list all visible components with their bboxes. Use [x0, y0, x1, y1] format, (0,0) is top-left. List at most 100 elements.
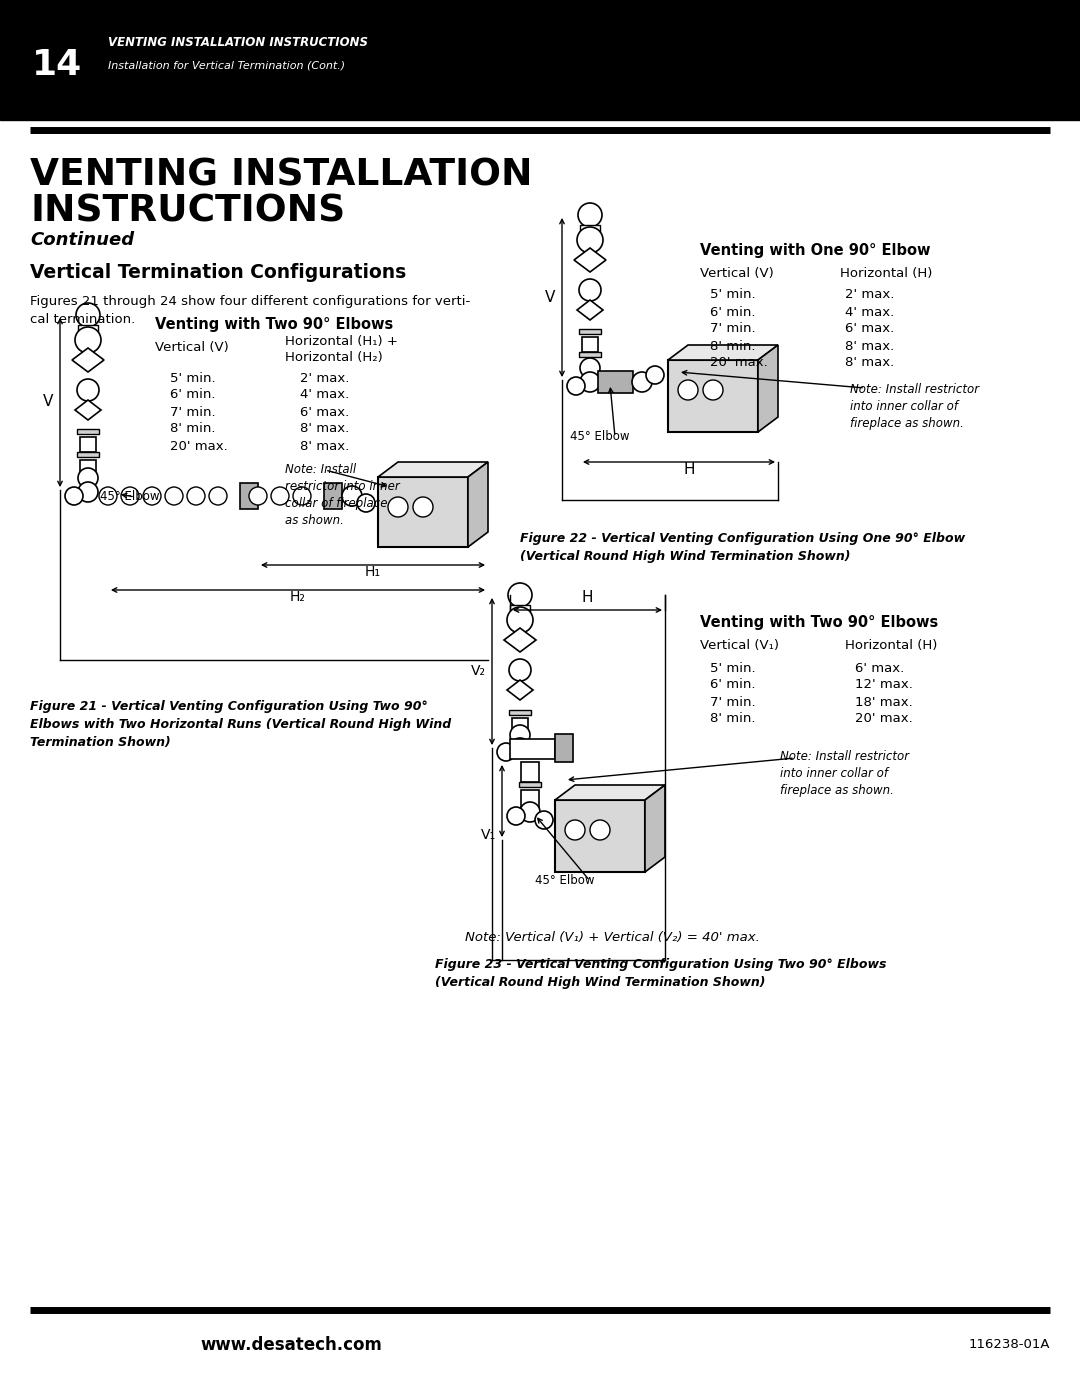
Bar: [378, 476, 468, 548]
Circle shape: [413, 497, 433, 517]
Bar: [240, 483, 258, 509]
Circle shape: [187, 488, 205, 504]
Text: 8' max.: 8' max.: [845, 356, 894, 369]
Text: Figure 22 - Vertical Venting Configuration Using One 90° Elbow
(Vertical Round H: Figure 22 - Vertical Venting Configurati…: [519, 532, 966, 563]
Text: 7' min.: 7' min.: [170, 405, 216, 419]
Text: 116238-01A: 116238-01A: [969, 1338, 1050, 1351]
Circle shape: [75, 327, 102, 353]
Circle shape: [590, 820, 610, 840]
Circle shape: [165, 488, 183, 504]
Circle shape: [580, 358, 600, 379]
Text: Note: Install restrictor
into inner collar of
fireplace as shown.: Note: Install restrictor into inner coll…: [850, 383, 980, 430]
Bar: [669, 360, 758, 432]
Text: 6' max.: 6' max.: [855, 662, 904, 675]
Text: 18' max.: 18' max.: [855, 696, 913, 708]
Circle shape: [509, 659, 531, 680]
Bar: [77, 453, 99, 457]
Bar: [521, 761, 539, 782]
Text: 5' min.: 5' min.: [710, 662, 756, 675]
Text: 45° Elbow: 45° Elbow: [100, 490, 160, 503]
Polygon shape: [645, 785, 665, 872]
Bar: [510, 739, 555, 759]
Bar: [324, 483, 342, 509]
Circle shape: [271, 488, 289, 504]
Text: Venting with One 90° Elbow: Venting with One 90° Elbow: [700, 243, 931, 257]
Bar: [579, 330, 600, 334]
Text: V₂: V₂: [471, 664, 486, 678]
Text: Note: Install
restrictor into inner
collar of fireplace
as shown.: Note: Install restrictor into inner coll…: [285, 462, 400, 527]
Text: 8' max.: 8' max.: [845, 339, 894, 352]
Polygon shape: [577, 300, 603, 320]
Polygon shape: [378, 462, 488, 476]
Polygon shape: [507, 680, 534, 700]
Circle shape: [78, 482, 98, 502]
Text: VENTING INSTALLATION: VENTING INSTALLATION: [30, 156, 532, 193]
Text: 6' min.: 6' min.: [170, 388, 216, 401]
Text: 8' min.: 8' min.: [710, 712, 756, 725]
Bar: [77, 429, 99, 434]
Text: 4' max.: 4' max.: [300, 388, 349, 401]
Bar: [80, 437, 96, 453]
Text: V: V: [544, 289, 555, 305]
Bar: [80, 460, 96, 475]
Circle shape: [632, 372, 652, 393]
Circle shape: [519, 802, 540, 821]
Text: 7' min.: 7' min.: [710, 323, 756, 335]
Bar: [509, 710, 531, 715]
Text: Figure 23 - Vertical Venting Configuration Using Two 90° Elbows
(Vertical Round : Figure 23 - Vertical Venting Configurati…: [435, 958, 887, 989]
Text: 4' max.: 4' max.: [845, 306, 894, 319]
Circle shape: [249, 488, 267, 504]
Circle shape: [78, 468, 98, 488]
Text: V: V: [43, 394, 53, 409]
Circle shape: [210, 488, 227, 504]
Bar: [579, 352, 600, 358]
Text: H₂: H₂: [291, 590, 306, 604]
Circle shape: [507, 608, 534, 633]
Text: 8' min.: 8' min.: [710, 339, 756, 352]
Circle shape: [678, 380, 698, 400]
Circle shape: [510, 725, 530, 745]
Circle shape: [388, 497, 408, 517]
Bar: [555, 800, 645, 872]
Circle shape: [342, 486, 362, 506]
Text: 8' min.: 8' min.: [170, 422, 216, 436]
Bar: [598, 372, 633, 393]
Text: INSTRUCTIONS: INSTRUCTIONS: [30, 194, 346, 231]
Circle shape: [580, 372, 600, 393]
Text: H: H: [684, 462, 694, 478]
Circle shape: [578, 203, 602, 226]
Bar: [512, 718, 528, 732]
Circle shape: [357, 495, 375, 511]
Circle shape: [121, 488, 139, 504]
Text: 6' max.: 6' max.: [300, 405, 349, 419]
Text: 2' max.: 2' max.: [845, 289, 894, 302]
Text: www.desatech.com: www.desatech.com: [200, 1336, 382, 1354]
Text: 12' max.: 12' max.: [855, 679, 913, 692]
Bar: [582, 337, 598, 352]
Circle shape: [567, 377, 585, 395]
Text: Horizontal (H): Horizontal (H): [840, 267, 932, 279]
Text: V₁: V₁: [481, 828, 496, 842]
Text: 20' max.: 20' max.: [170, 440, 228, 453]
Text: 20' max.: 20' max.: [710, 356, 768, 369]
Bar: [0, 0, 1080, 120]
Text: 5' min.: 5' min.: [170, 372, 216, 384]
Text: Continued: Continued: [30, 231, 134, 249]
Text: 7' min.: 7' min.: [710, 696, 756, 708]
Polygon shape: [758, 345, 778, 432]
Circle shape: [65, 488, 83, 504]
Text: 6' min.: 6' min.: [710, 679, 756, 692]
Text: H₁: H₁: [365, 564, 381, 578]
Polygon shape: [75, 400, 102, 420]
Text: Vertical Termination Configurations: Vertical Termination Configurations: [30, 263, 406, 282]
Text: 45° Elbow: 45° Elbow: [570, 430, 630, 443]
Text: Note: Vertical (V₁) + Vertical (V₂) = 40' max.: Note: Vertical (V₁) + Vertical (V₂) = 40…: [465, 932, 760, 944]
Text: Horizontal (H₁) +: Horizontal (H₁) +: [285, 335, 397, 348]
Polygon shape: [468, 462, 488, 548]
Bar: [18, 18, 96, 110]
Text: Vertical (V): Vertical (V): [700, 267, 773, 279]
Text: 6' max.: 6' max.: [845, 323, 894, 335]
Text: Vertical (V): Vertical (V): [156, 341, 229, 355]
Bar: [78, 326, 98, 335]
Circle shape: [508, 583, 532, 608]
